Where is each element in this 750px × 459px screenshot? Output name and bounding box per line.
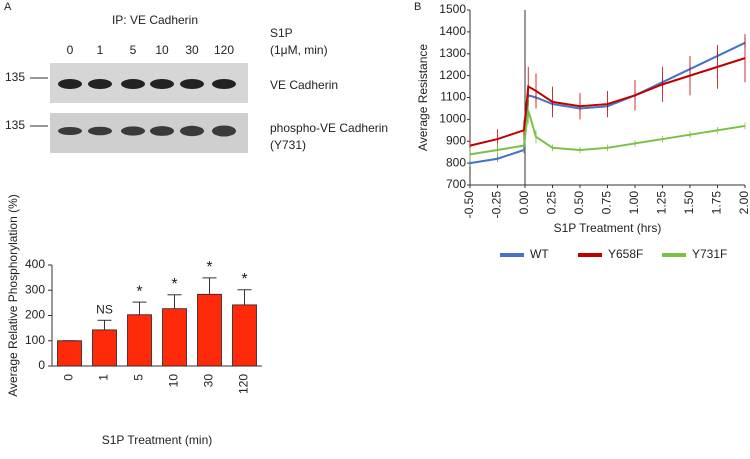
y-tick-label: 1100 [440, 90, 466, 104]
blot-band [150, 126, 174, 136]
bar [92, 329, 117, 367]
x-tick-label: 10 [167, 374, 181, 388]
y-tick-label: 1500 [439, 2, 466, 16]
x-tick-label: 1.00 [627, 191, 641, 215]
lane-label: 30 [185, 43, 199, 57]
bar [162, 308, 187, 367]
panel-label: B [414, 1, 421, 13]
y-tick-label: 0 [38, 358, 45, 372]
x-tick-label: 1.25 [655, 191, 669, 215]
blot-band [180, 79, 204, 89]
y-tick-label: 800 [446, 155, 466, 169]
y-axis-label: Average Relative Phosphorylation (%) [6, 194, 20, 397]
x-axis-label: S1P Treatment (min) [102, 433, 212, 447]
x-axis-label: S1P Treatment (hrs) [554, 221, 662, 235]
blot-band [121, 79, 145, 89]
legend-label: Y658F [608, 247, 643, 261]
band-label: (Y731) [270, 138, 306, 152]
x-tick-label: 5 [132, 374, 146, 381]
x-tick-label: 2.00 [737, 191, 750, 215]
blot-treatment: S1P [270, 26, 293, 40]
x-tick-label: 0.00 [517, 191, 531, 215]
blot-band [88, 126, 112, 136]
x-tick-label: 1.75 [710, 191, 724, 215]
significance: * [136, 283, 142, 300]
y-tick-label: 900 [446, 133, 466, 147]
x-tick-label: -0.25 [490, 191, 504, 219]
y-tick-label: 1000 [439, 112, 466, 126]
blot-band [58, 127, 82, 135]
significance: * [241, 271, 247, 288]
lane-label: 1 [97, 43, 104, 57]
lane-label: 10 [155, 43, 169, 57]
lane-label: 0 [67, 43, 74, 57]
x-tick-label: 30 [202, 374, 216, 388]
blot-band [150, 79, 174, 89]
y-axis-label: Average Resistance [416, 44, 430, 152]
y-tick-label: 300 [25, 282, 45, 296]
legend-label: WT [530, 247, 549, 261]
significance: * [206, 259, 212, 276]
blot-image [50, 63, 248, 153]
bar [232, 304, 257, 367]
x-tick-label: 1 [97, 374, 111, 381]
bar [127, 314, 152, 367]
y-tick-label: 700 [446, 177, 466, 191]
panel-label: A [4, 1, 12, 13]
lane-label: 5 [130, 43, 137, 57]
y-tick-label: 400 [25, 257, 45, 271]
significance: * [171, 276, 177, 293]
blot-band [58, 79, 82, 89]
legend-label: Y731F [692, 247, 727, 261]
band-label: phospho-VE Cadherin [270, 121, 388, 135]
blot-band [180, 125, 204, 137]
x-tick-label: -0.50 [462, 191, 476, 219]
blot-ip: IP: VE Cadherin [112, 13, 198, 27]
blot-band [88, 79, 112, 89]
y-tick-label: 200 [25, 308, 45, 322]
y-tick-label: 1400 [439, 24, 466, 38]
x-tick-label: 120 [237, 374, 251, 394]
x-tick-label: 0.50 [572, 191, 586, 215]
x-tick-label: 0.75 [600, 191, 614, 215]
marker-label: 135 [5, 70, 25, 84]
blot-band [212, 79, 236, 89]
blot-unit: (1μM, min) [270, 43, 328, 57]
blot-band [212, 125, 236, 137]
bar [197, 293, 222, 367]
y-tick-label: 1300 [439, 46, 466, 60]
series-line [469, 57, 746, 147]
blot-band [121, 126, 145, 136]
lane-label: 120 [214, 43, 234, 57]
x-tick-label: 0 [62, 374, 76, 381]
y-tick-label: 1200 [439, 68, 466, 82]
band-label: VE Cadherin [270, 78, 338, 92]
x-tick-label: 1.50 [682, 191, 696, 215]
x-tick-label: 0.25 [545, 191, 559, 215]
y-tick-label: 100 [25, 333, 45, 347]
significance: NS [96, 302, 113, 316]
marker-label: 135 [5, 118, 25, 132]
series-line [469, 110, 746, 156]
bar [57, 340, 82, 367]
